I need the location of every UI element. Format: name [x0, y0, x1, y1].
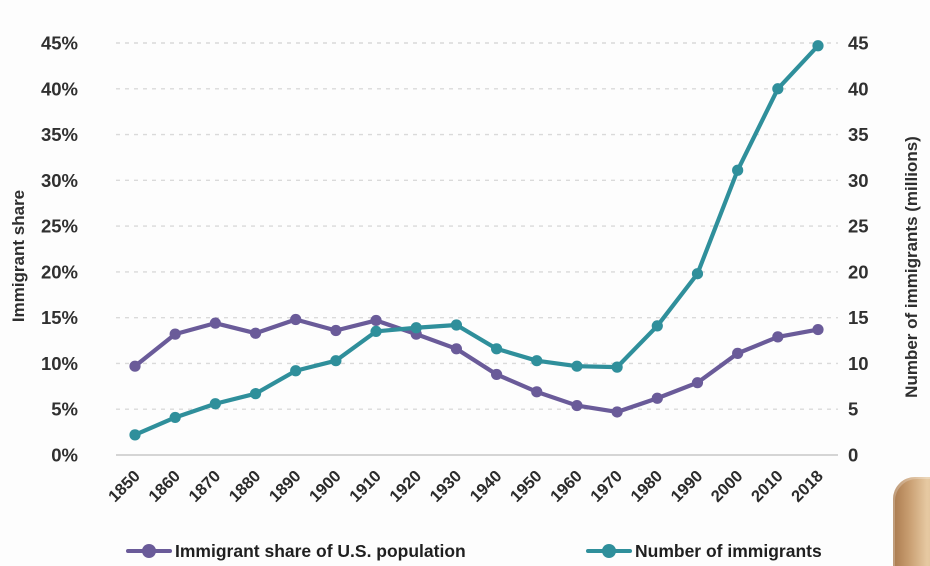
data-point-number-of-immigrants-1910	[370, 325, 382, 337]
data-point-number-of-immigrants-1880	[249, 388, 262, 400]
left-y-tick-label: 40%	[41, 78, 78, 99]
x-tick-label: 1980	[627, 467, 666, 506]
data-point-number-of-immigrants-2010	[772, 83, 784, 95]
x-tick-label: 1930	[427, 467, 466, 506]
right-axis-title: Number of immigrants (millions)	[902, 136, 921, 398]
data-point-number-of-immigrants-1940	[490, 343, 503, 355]
data-point-number-of-immigrants-1950	[531, 355, 543, 367]
legend-marker-dot-teal	[602, 544, 616, 558]
legend-item-immigrant-share: Immigrant share of U.S. population	[126, 536, 466, 566]
data-point-immigrant-share-1940	[490, 368, 503, 381]
right-y-tick-label: 0	[848, 445, 858, 466]
data-point-immigrant-share-1850	[129, 360, 141, 372]
x-tick-label: 1960	[547, 467, 586, 506]
right-y-tick-label: 30	[848, 170, 869, 191]
x-tick-label: 1970	[587, 467, 626, 506]
data-point-immigrant-share-1890	[290, 313, 302, 326]
right-y-tick-label: 35	[848, 124, 869, 145]
data-point-immigrant-share-1990	[691, 377, 704, 389]
legend-marker-line-teal	[586, 544, 632, 558]
legend-marker-line-purple	[126, 544, 172, 558]
data-point-immigrant-share-2000	[732, 347, 744, 359]
left-y-tick-label: 10%	[41, 353, 78, 374]
data-point-immigrant-share-1910	[370, 314, 382, 327]
series-line-number-of-immigrants	[132, 43, 821, 437]
data-point-immigrant-share-1880	[249, 327, 262, 339]
data-point-number-of-immigrants-2000	[732, 164, 744, 176]
data-point-immigrant-share-1900	[330, 324, 342, 337]
x-tick-label: 2010	[748, 467, 787, 506]
data-point-number-of-immigrants-1930	[450, 319, 463, 331]
left-y-tick-label: 35%	[41, 124, 78, 145]
legend-label-immigrant-share: Immigrant share of U.S. population	[175, 540, 466, 561]
right-y-tick-label: 40	[848, 78, 869, 99]
data-point-immigrant-share-1950	[531, 386, 543, 398]
x-tick-label: 1910	[346, 467, 385, 506]
data-point-immigrant-share-1860	[169, 328, 181, 340]
data-point-immigrant-share-2010	[772, 331, 784, 343]
legend: Immigrant share of U.S. population Numbe…	[0, 536, 930, 566]
legend-marker-dot-purple	[142, 544, 156, 558]
left-y-tick-label: 45%	[41, 33, 78, 54]
data-point-number-of-immigrants-1920	[410, 322, 422, 334]
corner-photo-fragment	[893, 477, 930, 566]
data-point-number-of-immigrants-2018	[812, 40, 824, 52]
data-point-immigrant-share-1970	[611, 406, 623, 418]
x-tick-label: 1990	[668, 467, 707, 506]
data-point-immigrant-share-2018	[812, 323, 824, 336]
legend-label-number-of-immigrants: Number of immigrants	[635, 540, 822, 561]
x-tick-label: 1900	[306, 467, 345, 506]
right-y-tick-label: 10	[848, 353, 869, 374]
left-y-tick-label: 5%	[51, 399, 78, 420]
right-y-tick-label: 45	[848, 33, 869, 54]
left-y-tick-label: 0%	[51, 445, 78, 466]
left-y-tick-label: 15%	[41, 307, 78, 328]
data-point-number-of-immigrants-1970	[611, 361, 623, 373]
x-tick-label: 1950	[507, 467, 546, 506]
left-axis-title: Immigrant share	[9, 190, 28, 322]
x-tick-label: 1940	[467, 467, 506, 506]
x-tick-label: 1850	[105, 467, 144, 506]
x-tick-label: 2000	[708, 467, 747, 506]
x-tick-label: 2018	[788, 467, 827, 506]
data-point-number-of-immigrants-1960	[571, 360, 583, 372]
data-point-immigrant-share-1980	[651, 392, 663, 404]
data-point-number-of-immigrants-1860	[169, 411, 181, 424]
x-tick-label: 1870	[185, 467, 224, 506]
data-point-number-of-immigrants-1870	[209, 398, 221, 410]
data-point-number-of-immigrants-1850	[129, 429, 141, 441]
x-tick-label: 1880	[226, 467, 265, 506]
left-y-tick-label: 30%	[41, 170, 78, 191]
data-point-immigrant-share-1870	[209, 317, 221, 329]
plot-area: 0% 5% 10% 15% 20% 25% 30% 35% 40% 45% 0 5 10 15 20 25 30…	[41, 33, 869, 506]
right-y-tick-label: 15	[848, 307, 869, 328]
legend-item-number-of-immigrants: Number of immigrants	[586, 536, 822, 566]
series-line-immigrant-share	[132, 317, 821, 415]
right-y-tick-label: 5	[848, 399, 858, 420]
data-point-number-of-immigrants-1890	[290, 365, 302, 377]
right-y-tick-label: 20	[848, 261, 869, 282]
x-tick-label: 1890	[266, 467, 305, 506]
data-point-number-of-immigrants-1990	[691, 268, 704, 280]
data-point-immigrant-share-1930	[450, 343, 463, 355]
left-y-tick-label: 25%	[41, 216, 78, 237]
left-y-tick-label: 20%	[41, 261, 78, 282]
x-tick-label: 1920	[386, 467, 425, 506]
right-y-tick-label: 25	[848, 216, 869, 237]
x-tick-label: 1860	[145, 467, 184, 506]
data-point-number-of-immigrants-1900	[330, 355, 342, 367]
data-point-immigrant-share-1960	[571, 399, 583, 412]
data-point-number-of-immigrants-1980	[651, 320, 663, 332]
